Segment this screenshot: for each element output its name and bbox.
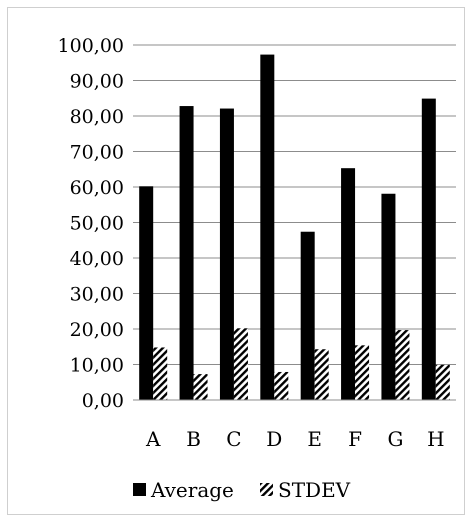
bar-average-h <box>421 98 436 400</box>
bar-average-b <box>179 106 194 400</box>
x-category-label: C <box>226 427 241 451</box>
x-category-label: D <box>266 427 282 451</box>
bar-stdev-a <box>153 347 168 400</box>
y-tick-label: 90,00 <box>70 71 124 93</box>
bar-average-c <box>219 108 234 401</box>
bars <box>139 54 450 401</box>
x-category-label: G <box>387 427 403 451</box>
x-category-label: B <box>186 427 201 451</box>
x-category-label: F <box>348 427 362 451</box>
bar-average-e <box>300 231 315 400</box>
bar-average-d <box>260 54 275 401</box>
bar-stdev-d <box>274 371 289 400</box>
x-category-label: E <box>307 427 322 451</box>
y-tick-label: 0,00 <box>82 390 124 412</box>
bar-stdev-b <box>193 374 208 400</box>
legend-swatch-stdev <box>260 483 273 496</box>
legend-label-average: Average <box>150 478 234 502</box>
bar-stdev-e <box>314 349 329 400</box>
y-tick-label: 20,00 <box>70 319 124 341</box>
y-tick-label: 80,00 <box>70 106 124 128</box>
y-axis-ticks: 0,00 10,00 20,00 30,00 40,00 50,00 60,00 70,00 8… <box>58 35 124 412</box>
bar-stdev-h <box>435 364 450 400</box>
y-tick-label: 100,00 <box>58 35 124 57</box>
bar-stdev-g <box>395 330 410 400</box>
bar-average-a <box>139 186 154 400</box>
x-category-label: H <box>427 427 444 451</box>
bar-stdev-f <box>355 345 370 400</box>
y-tick-label: 50,00 <box>70 213 124 235</box>
bar-average-g <box>381 193 396 400</box>
legend-swatch-average <box>133 483 146 496</box>
bar-average-f <box>341 168 356 400</box>
legend: Average STDEV <box>133 478 351 502</box>
y-tick-label: 60,00 <box>70 177 124 199</box>
legend-label-stdev: STDEV <box>278 478 351 502</box>
y-tick-label: 30,00 <box>70 284 124 306</box>
y-tick-label: 70,00 <box>70 142 124 164</box>
y-tick-label: 10,00 <box>70 355 124 377</box>
bar-stdev-c <box>233 328 248 400</box>
y-tick-label: 40,00 <box>70 248 124 270</box>
x-category-label: A <box>145 427 161 451</box>
